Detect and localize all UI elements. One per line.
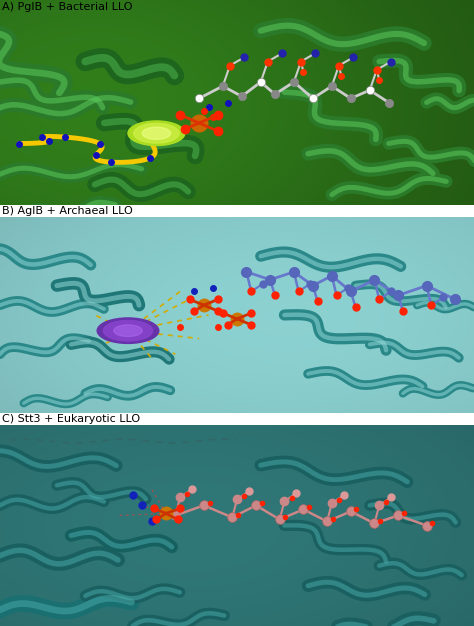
- Circle shape: [134, 123, 179, 143]
- Text: B) AglB + Archaeal LLO: B) AglB + Archaeal LLO: [2, 206, 133, 216]
- Circle shape: [97, 318, 159, 344]
- Text: A) PglB + Bacterial LLO: A) PglB + Bacterial LLO: [2, 2, 133, 12]
- Circle shape: [142, 127, 171, 140]
- Circle shape: [128, 121, 185, 146]
- Circle shape: [114, 325, 142, 337]
- Circle shape: [103, 321, 153, 341]
- Text: C) Stt3 + Eukaryotic LLO: C) Stt3 + Eukaryotic LLO: [2, 414, 140, 424]
